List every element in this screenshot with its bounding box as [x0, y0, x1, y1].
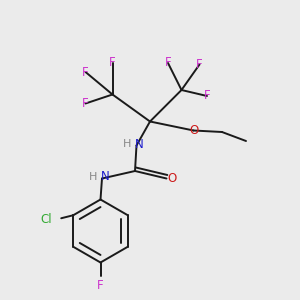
Text: N: N: [135, 137, 144, 151]
Text: O: O: [189, 124, 198, 137]
Text: F: F: [82, 65, 89, 79]
Text: F: F: [82, 97, 89, 110]
Text: F: F: [196, 58, 203, 71]
Text: F: F: [204, 89, 210, 103]
Text: F: F: [165, 56, 171, 70]
Text: F: F: [97, 279, 104, 292]
Text: H: H: [123, 139, 132, 149]
Text: O: O: [167, 172, 176, 185]
Text: Cl: Cl: [40, 213, 52, 226]
Text: H: H: [89, 172, 97, 182]
Text: F: F: [109, 56, 116, 70]
Text: N: N: [100, 170, 109, 184]
